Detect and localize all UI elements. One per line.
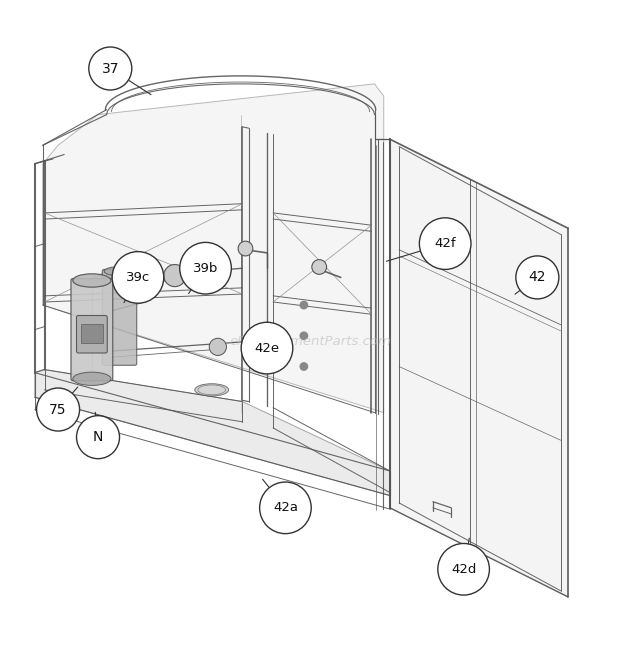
Text: 39c: 39c — [126, 271, 150, 284]
Text: 42f: 42f — [435, 237, 456, 250]
Polygon shape — [390, 139, 568, 597]
Ellipse shape — [73, 372, 111, 386]
Text: 75: 75 — [50, 402, 67, 417]
Circle shape — [89, 47, 132, 90]
Circle shape — [180, 243, 231, 294]
FancyBboxPatch shape — [71, 279, 113, 380]
Circle shape — [260, 482, 311, 534]
FancyBboxPatch shape — [102, 269, 137, 366]
Circle shape — [300, 302, 308, 309]
Text: 37: 37 — [102, 61, 119, 76]
Text: N: N — [93, 430, 103, 444]
FancyBboxPatch shape — [81, 324, 103, 343]
Circle shape — [164, 265, 186, 287]
Circle shape — [300, 363, 308, 370]
Circle shape — [76, 415, 120, 459]
Circle shape — [112, 252, 164, 303]
Ellipse shape — [73, 274, 111, 287]
Circle shape — [241, 322, 293, 374]
Text: eReplacementParts.com: eReplacementParts.com — [229, 335, 391, 349]
Circle shape — [438, 543, 489, 595]
Circle shape — [300, 332, 308, 340]
Ellipse shape — [195, 384, 229, 396]
Circle shape — [312, 259, 327, 274]
Circle shape — [37, 388, 79, 431]
Circle shape — [516, 256, 559, 299]
Polygon shape — [35, 369, 390, 496]
Text: 42a: 42a — [273, 501, 298, 514]
Circle shape — [419, 218, 471, 269]
Circle shape — [238, 241, 253, 256]
Circle shape — [209, 338, 226, 355]
Text: 42d: 42d — [451, 563, 476, 576]
Ellipse shape — [104, 267, 135, 276]
Text: 42: 42 — [529, 270, 546, 285]
Text: 42e: 42e — [254, 342, 280, 355]
Polygon shape — [43, 84, 384, 413]
FancyBboxPatch shape — [76, 316, 107, 353]
Text: 39b: 39b — [193, 261, 218, 275]
